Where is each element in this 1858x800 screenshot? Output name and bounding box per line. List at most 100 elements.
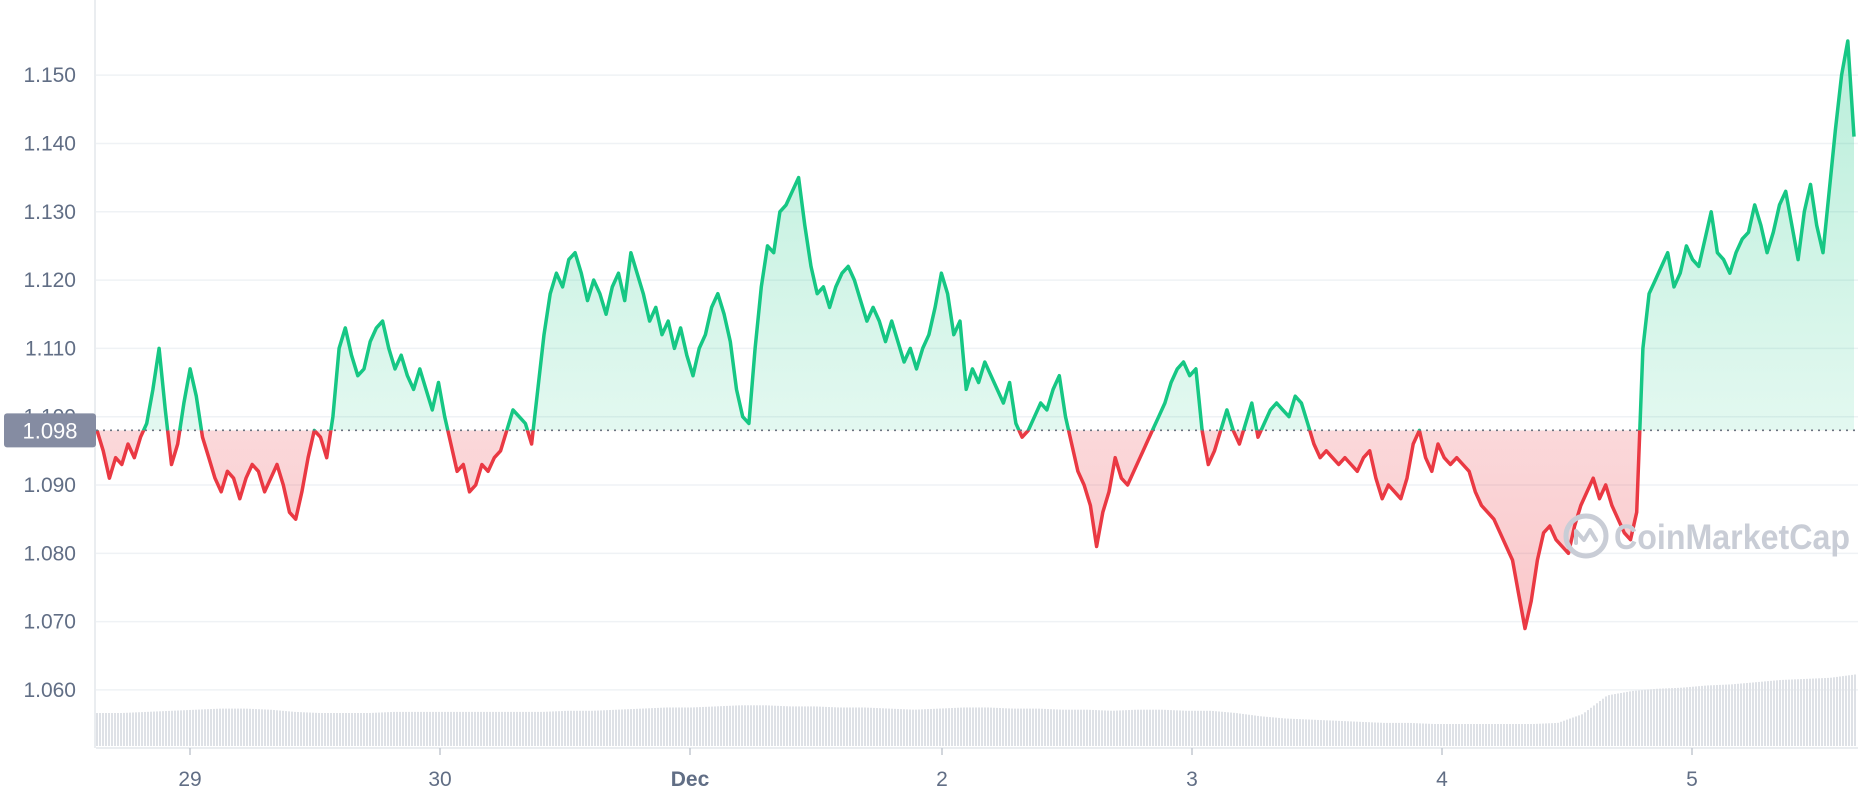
volume-bar (1743, 683, 1745, 746)
volume-bar (1299, 719, 1301, 746)
volume-bar (660, 707, 662, 746)
volume-bar (1836, 676, 1838, 746)
volume-bar (1755, 682, 1757, 746)
volume-bar (411, 711, 413, 746)
volume-bar (1383, 722, 1385, 746)
volume-bar (102, 713, 104, 746)
volume-bar (642, 708, 644, 746)
volume-bar (756, 705, 758, 746)
volume-bar (543, 711, 545, 746)
volume-bar (255, 709, 257, 746)
volume-bar (228, 708, 230, 746)
volume-bar (1224, 712, 1226, 746)
y-tick-label: 1.140 (23, 132, 76, 155)
volume-bar (1152, 709, 1154, 746)
volume-bar (729, 705, 731, 746)
volume-bar (207, 709, 209, 746)
volume-bar (1266, 716, 1268, 746)
volume-bar (933, 708, 935, 746)
volume-bar (1248, 714, 1250, 746)
volume-bar (1386, 722, 1388, 746)
volume-bar (231, 708, 233, 746)
volume-bar (753, 705, 755, 746)
volume-bar (525, 711, 527, 746)
volume-bar (687, 707, 689, 746)
volume-bar (630, 709, 632, 746)
volume-bar (1311, 719, 1313, 746)
volume-bar (1296, 719, 1298, 746)
volume-bar (1854, 674, 1856, 746)
volume-bar (1146, 709, 1148, 746)
volume-bar (1335, 720, 1337, 746)
volume-bar (747, 705, 749, 746)
volume-bar (1530, 724, 1532, 746)
volume-bar (1167, 709, 1169, 746)
volume-bar (579, 710, 581, 746)
volume-bar (1686, 687, 1688, 746)
volume-bar (1083, 709, 1085, 746)
volume-bar (1269, 717, 1271, 746)
volume-bar (702, 706, 704, 746)
volume-bar (663, 707, 665, 746)
volume-bar (822, 706, 824, 746)
volume-bar (1746, 682, 1748, 746)
volume-bar (1263, 716, 1265, 746)
y-axis: 1.1501.1401.1301.1201.1101.1001.0901.080… (23, 64, 76, 702)
volume-bar (1551, 723, 1553, 746)
volume-bar (807, 706, 809, 746)
volume-bar (1233, 712, 1235, 746)
price-area (97, 41, 1854, 629)
volume-bar (1617, 693, 1619, 746)
volume-bar (1527, 724, 1529, 746)
volume-bar (945, 708, 947, 746)
volume-bar (336, 713, 338, 746)
volume-bar (408, 711, 410, 746)
volume-bar (639, 708, 641, 746)
volume-bar (1458, 724, 1460, 746)
volume-bar (834, 707, 836, 746)
volume-bar (1521, 724, 1523, 746)
price-line-above (97, 39, 1856, 431)
volume-bar (1278, 717, 1280, 746)
volume-bar (369, 712, 371, 746)
volume-bar (1620, 692, 1622, 746)
watermark-text: CoinMarketCap (1614, 518, 1850, 557)
volume-bar (1785, 679, 1787, 746)
volume-bar (1776, 680, 1778, 746)
volume-bar (462, 711, 464, 746)
volume-bar (1653, 689, 1655, 746)
volume-bar (1251, 715, 1253, 746)
volume-bar (1380, 722, 1382, 746)
volume-bar (1329, 720, 1331, 746)
volume-bar (1401, 722, 1403, 746)
volume-bar (666, 707, 668, 746)
volume-bar (105, 713, 107, 746)
volume-bar (531, 711, 533, 746)
volume-bar (252, 708, 254, 746)
volume-bar (726, 705, 728, 746)
volume-bar (675, 707, 677, 746)
volume-bar (414, 711, 416, 746)
volume-bar (1101, 710, 1103, 746)
volume-bar (1200, 710, 1202, 746)
volume-bar (459, 711, 461, 746)
volume-bar (843, 707, 845, 746)
volume-bar (312, 712, 314, 746)
volume-bar (123, 712, 125, 746)
volume-bar (432, 711, 434, 746)
volume-bar (1590, 707, 1592, 746)
volume-bar (1554, 723, 1556, 746)
volume-bar (615, 709, 617, 746)
volume-bar (1455, 724, 1457, 746)
volume-bar (1419, 723, 1421, 746)
volume-bar (189, 709, 191, 746)
volume-bar (1086, 709, 1088, 746)
volume-bar (126, 712, 128, 746)
volume-bar (1470, 724, 1472, 746)
volume-bar (1632, 690, 1634, 746)
volume-bar (1410, 722, 1412, 746)
volume-bar (171, 710, 173, 746)
volume-bar (447, 711, 449, 746)
